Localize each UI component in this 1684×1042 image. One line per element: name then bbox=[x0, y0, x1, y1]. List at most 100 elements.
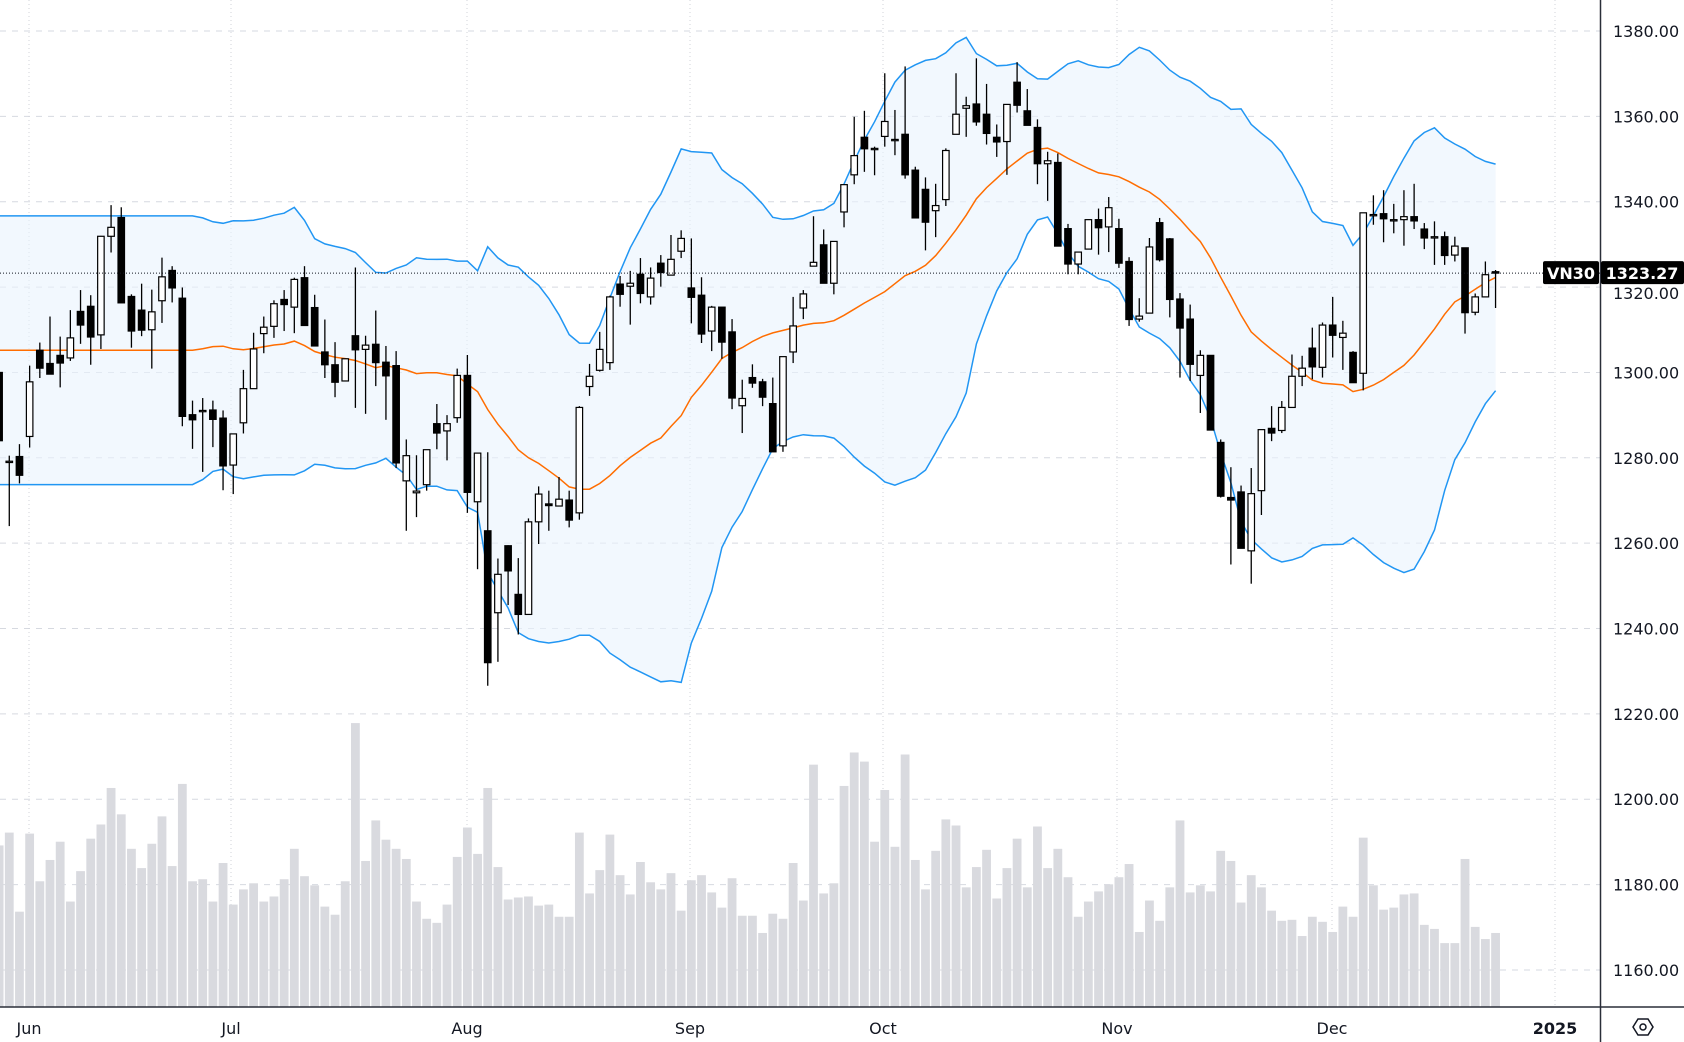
candle-body bbox=[1023, 110, 1032, 126]
volume-bar bbox=[25, 833, 35, 1007]
time-axis[interactable]: Jun Jul Aug Sep Oct Nov Dec 2025 bbox=[16, 1019, 1578, 1038]
volume-bar bbox=[727, 878, 737, 1007]
volume-bar bbox=[106, 787, 116, 1007]
volume-bar bbox=[1480, 939, 1490, 1007]
candle bbox=[1440, 231, 1449, 265]
candle-body bbox=[1288, 375, 1296, 409]
volume-bars bbox=[0, 723, 1500, 1007]
volume-bar bbox=[1348, 916, 1358, 1007]
volume-bar bbox=[422, 918, 432, 1007]
candle bbox=[1003, 103, 1011, 175]
candle-body bbox=[830, 240, 838, 284]
candle-body bbox=[1094, 219, 1103, 229]
volume-bar bbox=[76, 871, 85, 1007]
candle-body bbox=[1237, 491, 1245, 549]
volume-bar bbox=[86, 838, 96, 1007]
candle bbox=[687, 238, 696, 324]
candle bbox=[1318, 322, 1327, 378]
candle-body bbox=[1318, 324, 1327, 368]
volume-bar bbox=[503, 899, 513, 1007]
candle-body bbox=[850, 155, 859, 176]
candle-body bbox=[1379, 213, 1388, 220]
candle bbox=[789, 296, 797, 364]
x-tick-label: Oct bbox=[869, 1019, 897, 1038]
volume-bar bbox=[941, 819, 951, 1007]
volume-bar bbox=[605, 834, 615, 1007]
candle bbox=[1165, 237, 1174, 318]
price-axis-background[interactable] bbox=[1601, 0, 1684, 1007]
candle-body bbox=[1043, 160, 1052, 165]
candle-body bbox=[1216, 441, 1225, 497]
candle bbox=[463, 354, 472, 513]
candle-body bbox=[514, 593, 523, 616]
candle-body bbox=[1257, 429, 1266, 492]
candle bbox=[1379, 190, 1388, 243]
volume-bar bbox=[300, 876, 309, 1007]
candle-body bbox=[270, 303, 278, 327]
candle-body bbox=[1277, 406, 1286, 432]
candle-body bbox=[66, 337, 75, 359]
volume-bar bbox=[1104, 884, 1114, 1007]
candle-body bbox=[901, 133, 909, 176]
candle-body bbox=[1349, 351, 1357, 384]
candle bbox=[66, 310, 75, 361]
candle bbox=[249, 332, 258, 390]
volume-bar bbox=[45, 859, 55, 1007]
candle-body bbox=[595, 348, 604, 371]
price-axis[interactable]: 1380.00 1360.00 1340.00 1320.00 1300.00 1280.… bbox=[1613, 22, 1679, 980]
candle bbox=[504, 545, 512, 606]
volume-bar bbox=[116, 814, 126, 1007]
candle bbox=[25, 365, 34, 448]
volume-bar bbox=[849, 752, 859, 1007]
candle-body bbox=[463, 374, 472, 493]
candle bbox=[117, 207, 126, 304]
candle bbox=[188, 400, 197, 449]
candle-body bbox=[158, 276, 166, 302]
volume-bar bbox=[615, 875, 625, 1007]
chart-settings-icon[interactable] bbox=[1632, 1018, 1654, 1036]
band-fill bbox=[0, 37, 1496, 683]
candle bbox=[432, 404, 441, 450]
candle bbox=[137, 283, 146, 337]
volume-bar bbox=[890, 846, 900, 1007]
candle bbox=[514, 558, 523, 635]
candle-body bbox=[931, 204, 940, 212]
candle-body bbox=[422, 449, 431, 486]
volume-bar bbox=[381, 839, 391, 1007]
candle bbox=[1410, 183, 1418, 230]
volume-bar bbox=[1083, 901, 1093, 1007]
candle bbox=[35, 342, 44, 378]
candle bbox=[972, 58, 981, 126]
volume-bar bbox=[1389, 907, 1399, 1007]
volume-bar bbox=[1460, 858, 1470, 1007]
candle bbox=[1277, 401, 1286, 434]
volume-bar bbox=[1063, 877, 1073, 1007]
candle bbox=[1216, 439, 1225, 498]
candle bbox=[718, 306, 726, 359]
candle-body bbox=[544, 503, 553, 507]
candle-body bbox=[1165, 238, 1174, 301]
candle bbox=[565, 490, 574, 528]
candle-body bbox=[1369, 213, 1378, 217]
candle bbox=[361, 335, 370, 414]
volume-bar bbox=[737, 915, 747, 1007]
volume-bar bbox=[839, 785, 849, 1007]
y-tick-label: 1200.00 bbox=[1613, 790, 1679, 809]
volume-bar bbox=[666, 873, 676, 1007]
candle-body bbox=[728, 331, 736, 399]
volume-bar bbox=[1145, 900, 1154, 1007]
candle bbox=[707, 305, 716, 352]
y-tick-label: 1260.00 bbox=[1613, 534, 1679, 553]
candle-body bbox=[239, 388, 248, 424]
candle-body bbox=[1420, 228, 1429, 239]
volume-bar bbox=[870, 841, 879, 1007]
upper-band-line bbox=[0, 36, 1496, 344]
volume-bar bbox=[4, 832, 14, 1007]
candle bbox=[1053, 153, 1062, 247]
candle bbox=[779, 356, 787, 452]
volume-bar bbox=[483, 787, 493, 1007]
candle bbox=[840, 184, 848, 228]
candle bbox=[575, 406, 584, 520]
candle-body bbox=[1440, 236, 1449, 257]
